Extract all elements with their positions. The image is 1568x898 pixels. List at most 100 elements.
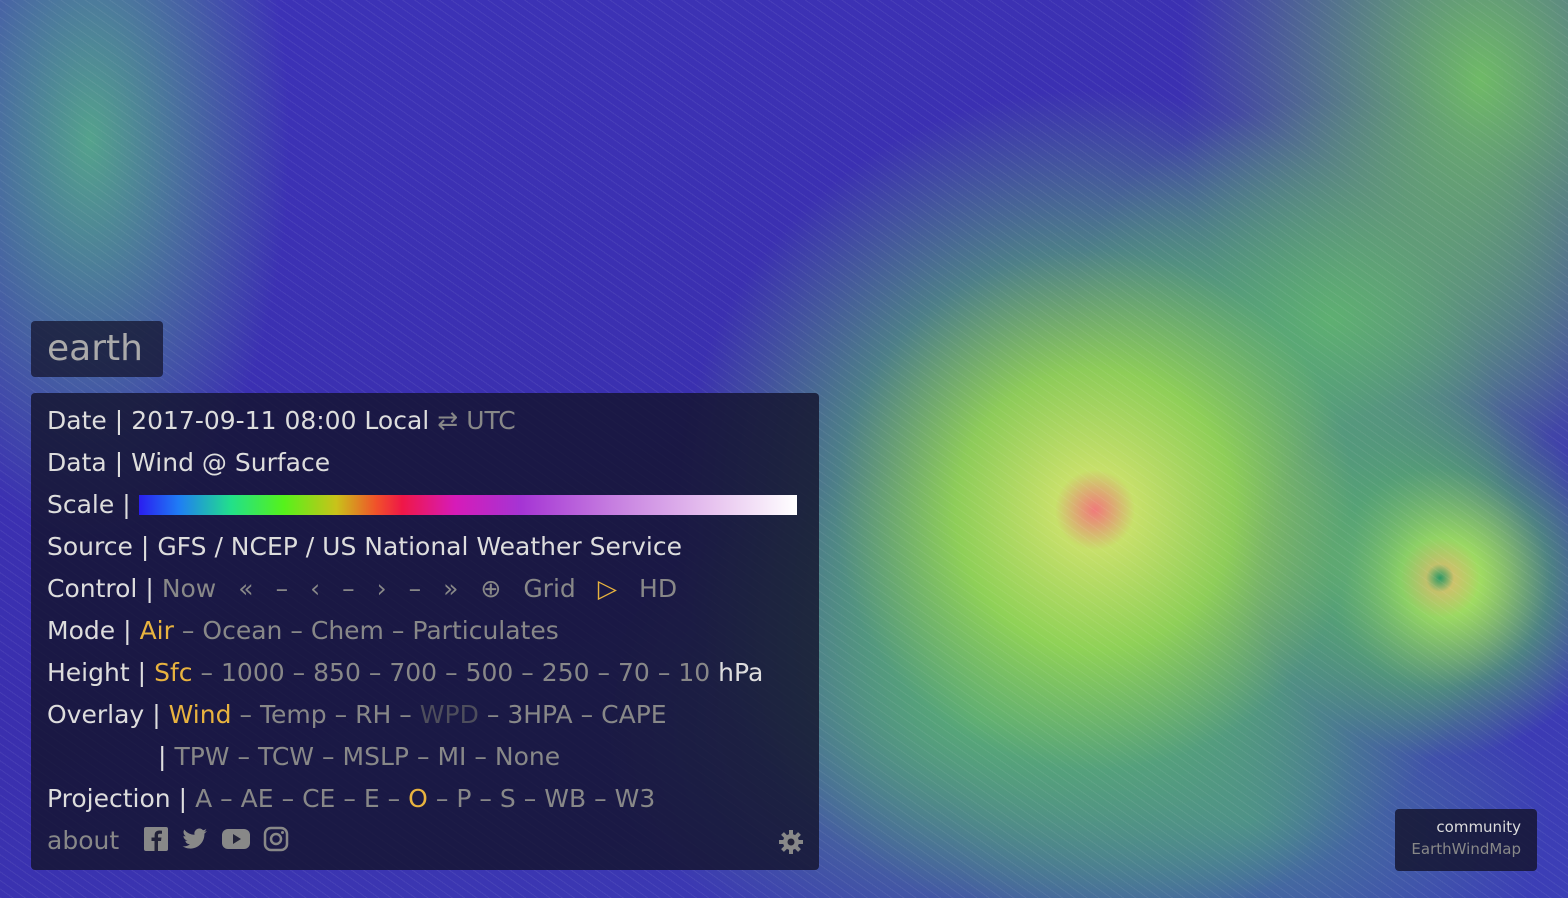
separator: – — [479, 784, 492, 813]
overlay-row-2: | TPW – TCW – MSLP – MI – None — [158, 736, 568, 778]
separator: – — [594, 784, 607, 813]
separator: | — [114, 406, 124, 435]
menu-option[interactable]: Grid — [523, 574, 576, 603]
separator: – — [521, 658, 534, 687]
date-value[interactable]: 2017-09-11 08:00 Local — [131, 406, 430, 435]
separator: – — [486, 700, 500, 729]
menu-option[interactable]: – — [408, 574, 422, 603]
menu-option[interactable]: AE — [240, 784, 274, 813]
menu-option[interactable]: Wind — [168, 700, 232, 729]
mode-row: Mode | Air – Ocean – Chem – Particulates — [47, 610, 567, 652]
menu-option[interactable]: MSLP — [342, 742, 409, 771]
color-scale — [138, 495, 797, 515]
scale-row: Scale | — [47, 484, 797, 526]
separator: – — [399, 700, 412, 729]
separator: – — [387, 784, 401, 813]
separator: – — [322, 742, 335, 771]
separator: – — [334, 700, 348, 729]
menu-option[interactable]: CAPE — [601, 700, 667, 729]
menu-option[interactable]: ▷ — [597, 574, 618, 603]
about-link[interactable]: about — [47, 826, 120, 855]
menu-option[interactable]: RH — [355, 700, 392, 729]
menu-option[interactable]: ⊕ — [480, 574, 502, 603]
menu-option[interactable]: None — [494, 742, 561, 771]
menu-option[interactable]: 250 — [541, 658, 590, 687]
label: Source — [47, 532, 133, 561]
separator: – — [281, 784, 295, 813]
menu-option[interactable]: ‹ — [310, 574, 321, 603]
menu-option[interactable]: Sfc — [154, 658, 193, 687]
twitter-icon[interactable] — [181, 826, 209, 852]
menu-option[interactable]: Particulates — [412, 616, 559, 645]
menu-option[interactable]: 700 — [389, 658, 438, 687]
separator: – — [290, 616, 303, 645]
separator: | — [178, 784, 188, 813]
overlay-items: TPW – TCW – MSLP – MI – None — [174, 736, 568, 778]
separator: – — [239, 700, 252, 729]
menu-option[interactable]: E — [363, 784, 380, 813]
instagram-icon[interactable] — [263, 826, 289, 852]
separator: | — [145, 574, 154, 603]
menu-option[interactable]: Air — [139, 616, 174, 645]
label: Height — [47, 658, 130, 687]
menu-option[interactable]: 850 — [313, 658, 361, 687]
brand[interactable]: earth — [31, 321, 163, 377]
menu-option[interactable]: WB — [544, 784, 587, 813]
separator: | — [114, 448, 124, 477]
separator: – — [580, 700, 594, 729]
menu-option[interactable]: Now — [161, 574, 217, 603]
community-link[interactable]: EarthWindMap — [1411, 840, 1521, 858]
menu-option[interactable]: « — [238, 574, 254, 603]
separator: – — [391, 616, 405, 645]
separator: – — [445, 658, 458, 687]
separator: | — [140, 532, 150, 561]
menu-option[interactable]: 10 — [678, 658, 711, 687]
facebook-icon[interactable] — [143, 826, 169, 852]
menu-option[interactable]: – — [275, 574, 289, 603]
separator: – — [435, 784, 449, 813]
separator: – — [200, 658, 214, 687]
label: Scale — [47, 490, 115, 519]
menu-option[interactable]: 70 — [618, 658, 650, 687]
settings-icon[interactable] — [778, 829, 804, 855]
menu-panel: Date | 2017-09-11 08:00 Local ⇄ UTC Data… — [31, 393, 819, 870]
menu-option[interactable]: W3 — [614, 784, 656, 813]
menu-option[interactable]: O — [408, 784, 428, 813]
source-value: GFS / NCEP / US National Weather Service — [157, 532, 682, 561]
menu-option[interactable]: Chem — [310, 616, 384, 645]
label: Data — [47, 448, 107, 477]
toggle-icon[interactable]: ⇄ — [437, 406, 459, 435]
projection-row: Projection | A – AE – CE – E – O – P – S – WB – W3 — [47, 778, 663, 820]
separator: – — [657, 658, 671, 687]
separator: | — [123, 616, 132, 645]
menu-option[interactable]: A — [195, 784, 213, 813]
menu-option[interactable]: 3HPA — [507, 700, 573, 729]
separator: – — [368, 658, 382, 687]
separator: – — [597, 658, 611, 687]
menu-option[interactable]: MI — [437, 742, 467, 771]
youtube-icon[interactable] — [221, 826, 251, 852]
menu-option[interactable]: HD — [639, 574, 678, 603]
height-items: Sfc –1000–850–700–500–250–70–10 — [154, 652, 718, 694]
separator: – — [416, 742, 430, 771]
menu-option[interactable]: › — [376, 574, 387, 603]
separator: | — [152, 700, 161, 729]
menu-option[interactable]: S — [499, 784, 516, 813]
utc-toggle[interactable]: UTC — [466, 406, 516, 435]
menu-option[interactable]: » — [443, 574, 459, 603]
menu-option[interactable]: Temp — [259, 700, 327, 729]
separator: | — [158, 742, 167, 771]
community-box[interactable]: community EarthWindMap — [1395, 809, 1537, 871]
menu-option[interactable]: TPW — [174, 742, 230, 771]
menu-option[interactable]: 500 — [465, 658, 514, 687]
menu-option[interactable]: 1000 — [221, 658, 285, 687]
menu-option[interactable]: P — [456, 784, 472, 813]
data-row: Data | Wind @ Surface — [47, 442, 338, 484]
menu-option[interactable]: – — [342, 574, 355, 603]
menu-option[interactable]: CE — [302, 784, 336, 813]
menu-option[interactable]: TCW — [258, 742, 314, 771]
menu-option[interactable]: Ocean — [202, 616, 283, 645]
menu-option[interactable]: WPD — [419, 700, 479, 729]
